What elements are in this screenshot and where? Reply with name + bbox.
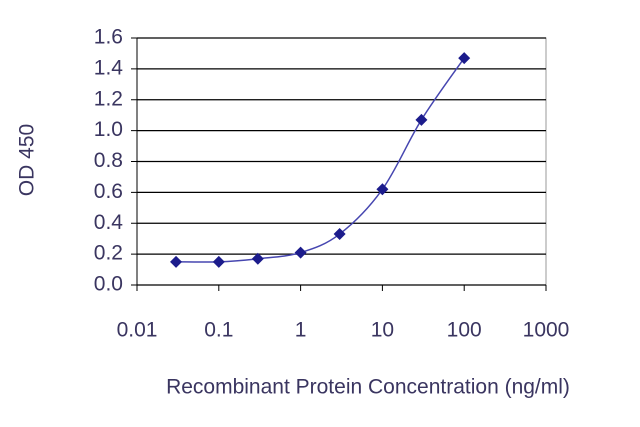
y-tick-label: 1.4 [94,56,124,79]
data-point [415,113,428,126]
data-point [212,255,225,268]
data-point [376,183,389,196]
y-tick-label: 0.0 [94,273,123,296]
y-tick-label: 0.6 [94,180,123,203]
y-tick-label: 1.6 [94,26,123,49]
data-point [251,252,264,265]
x-tick-label: 1 [295,319,307,342]
data-point [458,52,471,65]
y-tick-label: 1.2 [94,87,123,110]
x-tick-label: 0.01 [117,319,158,342]
x-tick-label: 0.1 [204,319,233,342]
data-point [333,228,346,241]
x-axis-label: Recombinant Protein Concentration (ng/ml… [166,376,570,399]
y-tick-label: 0.2 [94,242,123,265]
y-axis-label: OD 450 [16,124,39,196]
y-tick-label: 1.0 [94,118,123,141]
data-point [294,246,307,259]
series-line [176,57,465,263]
y-tick-label: 0.8 [94,149,123,172]
y-tick-label: 0.4 [94,211,124,234]
x-tick-label: 1000 [523,319,570,342]
x-tick-label: 10 [371,319,394,342]
data-point [170,255,183,268]
x-tick-label: 100 [447,319,482,342]
